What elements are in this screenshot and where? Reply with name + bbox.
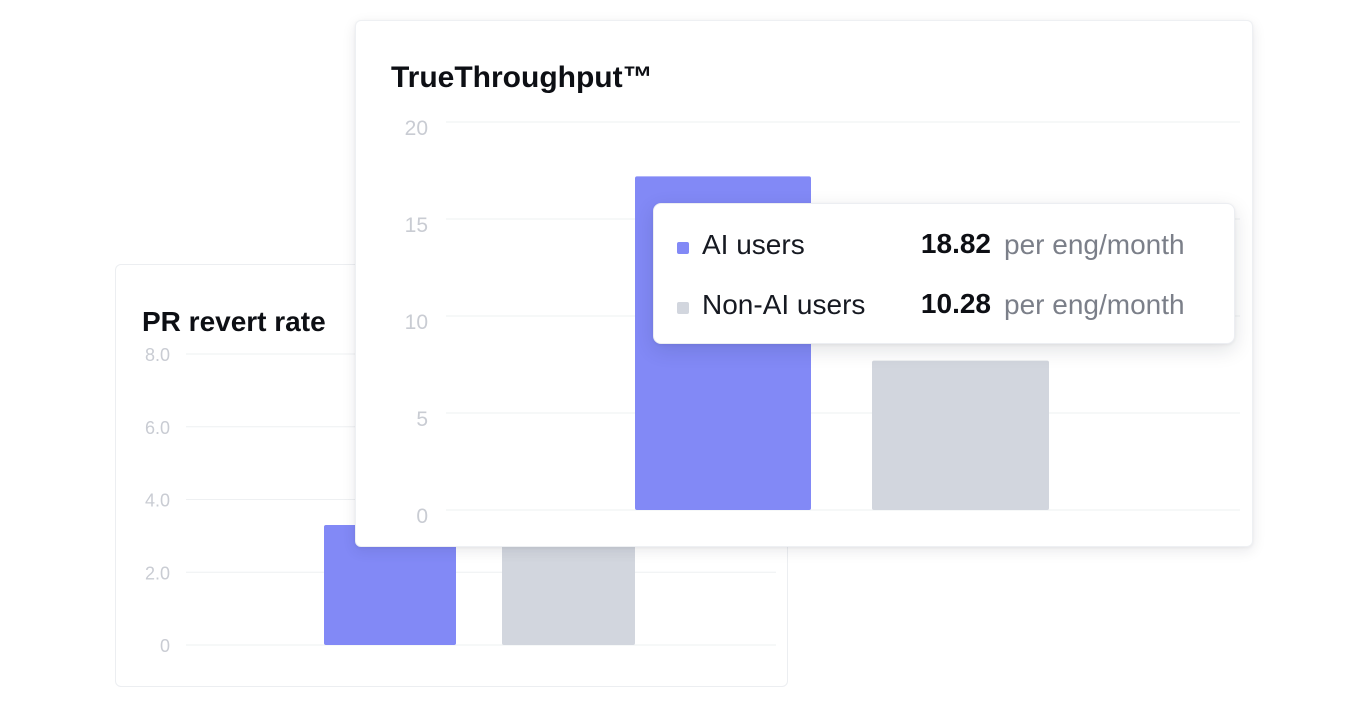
y-tick-label: 20 [405,117,428,140]
chart-title: PR revert rate [142,306,326,337]
tooltip-unit: per eng/month [1004,289,1185,320]
chart-tooltip: AI users 18.82 per eng/month Non-AI user… [653,203,1235,344]
y-tick-label: 5 [416,408,428,431]
chart-title: TrueThroughput™ [391,61,653,94]
y-tick-label: 2.0 [145,563,170,583]
bar-non-ai-users[interactable] [502,532,635,645]
y-tick-label: 4.0 [145,491,170,511]
y-tick-label: 0 [416,505,428,528]
legend-swatch-non-ai-users [677,302,689,314]
tooltip-row-non-ai-users: Non-AI users 10.28 per eng/month [654,287,1234,327]
y-tick-label: 0 [160,636,170,656]
tooltip-row-ai-users: AI users 18.82 per eng/month [654,227,1234,267]
tooltip-series-label: Non-AI users [702,289,866,320]
y-tick-label: 6.0 [145,418,170,438]
tooltip-value: 10.28 [920,288,991,319]
y-tick-label: 10 [405,311,428,334]
truethroughput-card: TrueThroughput™ 0 5 10 15 20 AI users 18.82 … [355,20,1253,547]
y-tick-label: 15 [405,214,428,237]
tooltip-series-label: AI users [702,229,805,260]
tooltip-unit: per eng/month [1004,229,1185,260]
tooltip-value: 18.82 [920,228,991,259]
bar-non-ai-users[interactable] [872,360,1049,510]
bar-ai-users[interactable] [324,524,456,645]
y-tick-label: 8.0 [145,345,170,365]
legend-swatch-ai-users [677,242,689,254]
